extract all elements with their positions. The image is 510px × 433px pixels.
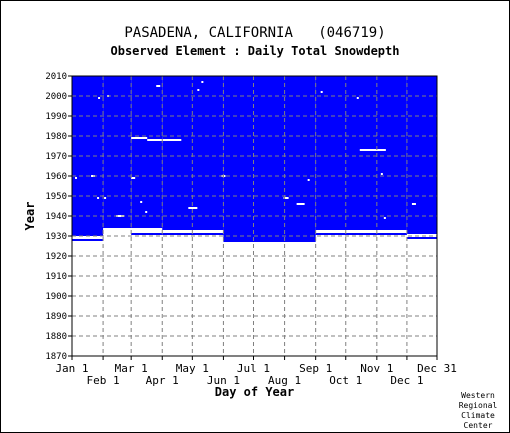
data-segment — [72, 239, 104, 241]
x-tick-label: Sep 1 — [299, 362, 332, 375]
missing-segment — [162, 139, 182, 141]
x-tick-label: Jun 1 — [207, 374, 240, 387]
data-block — [162, 76, 224, 230]
missing-segment — [380, 173, 383, 175]
x-tick-label: Feb 1 — [87, 374, 120, 387]
y-tick-label: 1940 — [45, 212, 67, 222]
y-tick-label: 1890 — [45, 312, 67, 322]
missing-segment — [359, 149, 386, 151]
missing-segment — [156, 85, 161, 87]
x-tick-label: Dec 1 — [390, 374, 423, 387]
y-tick-label: 1900 — [45, 292, 67, 302]
credit-line: Western — [461, 391, 495, 400]
missing-segment — [145, 211, 148, 213]
x-tick-label: Oct 1 — [329, 374, 362, 387]
x-tick-label: Aug 1 — [268, 374, 301, 387]
missing-segment — [75, 177, 78, 179]
credit-text: Western Regional Climate Center — [453, 391, 503, 431]
data-block — [103, 76, 132, 228]
y-tick-label: 2010 — [45, 72, 67, 82]
missing-segment — [140, 201, 143, 203]
x-tick-label: Jul 1 — [237, 362, 270, 375]
missing-segment — [201, 81, 204, 83]
credit-line: Center — [463, 421, 493, 430]
data-segment — [162, 233, 224, 235]
y-tick-label: 1870 — [45, 352, 67, 362]
y-tick-label: 1970 — [45, 152, 67, 162]
y-tick-label: 1990 — [45, 112, 67, 122]
x-tick-label: Dec 31 — [417, 362, 457, 375]
data-segment — [131, 233, 163, 235]
y-tick-label: 1910 — [45, 272, 67, 282]
missing-segment — [188, 207, 198, 209]
x-tick-label: Apr 1 — [146, 374, 179, 387]
chart-subtitle: Observed Element : Daily Total Snowdepth — [110, 44, 400, 58]
missing-segment — [197, 89, 200, 91]
y-tick-label: 1930 — [45, 232, 67, 242]
missing-segment — [97, 197, 100, 199]
missing-segment — [98, 97, 101, 99]
chart-title: PASADENA, CALIFORNIA (046719) — [124, 25, 386, 41]
missing-segment — [320, 91, 323, 93]
data-block — [131, 76, 163, 228]
missing-segment — [383, 217, 386, 219]
missing-segment — [131, 177, 136, 179]
data-block — [315, 76, 407, 230]
data-segment — [406, 237, 437, 239]
missing-segment — [104, 197, 107, 199]
x-tick-label: Jan 1 — [55, 362, 88, 375]
y-tick-label: 1920 — [45, 252, 67, 262]
y-tick-label: 1980 — [45, 132, 67, 142]
missing-segment — [147, 139, 163, 141]
missing-segment — [131, 137, 148, 139]
x-axis-label: Day of Year — [215, 385, 294, 399]
x-tick-label: Mar 1 — [115, 362, 148, 375]
y-tick-label: 1950 — [45, 192, 67, 202]
missing-segment — [283, 197, 289, 199]
missing-segment — [307, 179, 310, 181]
credit-line: Climate — [461, 411, 495, 420]
y-axis-label: Year — [23, 202, 37, 231]
data-block — [223, 76, 316, 242]
y-tick-label: 1880 — [45, 332, 67, 342]
y-tick-label: 2000 — [45, 92, 67, 102]
missing-segment — [296, 203, 305, 205]
x-tick-label: Nov 1 — [360, 362, 393, 375]
missing-segment — [411, 203, 416, 205]
missing-segment — [141, 229, 144, 231]
x-tick-label: May 1 — [176, 362, 209, 375]
y-tick-label: 1960 — [45, 172, 67, 182]
data-segment — [315, 233, 407, 235]
data-block — [406, 76, 437, 234]
missing-segment — [356, 97, 359, 99]
credit-line: Regional — [458, 401, 498, 410]
missing-segment — [116, 215, 125, 217]
